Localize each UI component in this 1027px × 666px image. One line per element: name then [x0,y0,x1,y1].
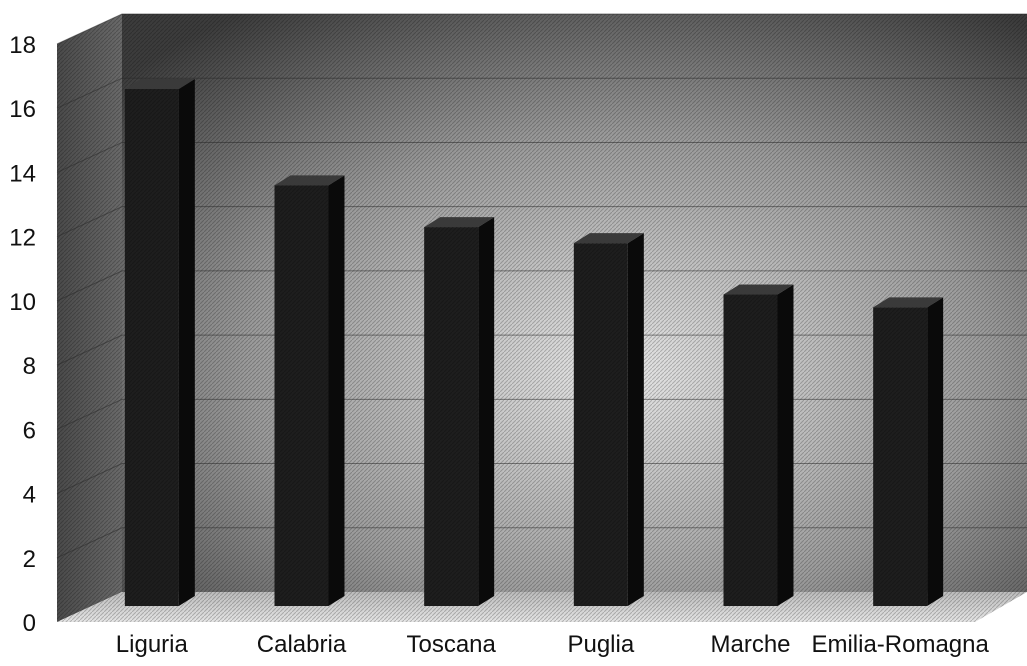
bar-front-texture [873,307,928,606]
y-tick-label: 16 [9,96,36,123]
y-tick-label: 0 [23,610,36,637]
y-tick-label: 6 [23,417,36,444]
bar-top [873,297,944,308]
y-tick-label: 12 [9,225,36,252]
gridline [56,77,1027,109]
bar-toscana [424,217,495,607]
bar-marche [723,284,794,606]
category-label: Emilia-Romagna [811,631,989,658]
bar-front-texture [274,185,329,606]
gridline [56,13,1027,45]
bar-front-texture [573,243,628,606]
y-tick-label: 10 [9,289,36,316]
y-tick-label: 14 [9,160,36,187]
bar-top [274,175,345,186]
y-axis-tick-labels: 0 2 4 6 8 10 12 14 16 18 [9,32,36,637]
bar-puglia [573,233,644,606]
bar-top [424,217,495,228]
category-label: Liguria [116,631,189,658]
bar-side [478,217,495,607]
bar-calabria [274,175,345,606]
x-axis-category-labels: Liguria Calabria Toscana Puglia Marche Emilia… [116,631,990,658]
bars [124,79,944,607]
bar-emilia-romagna [873,297,944,606]
bar-top [723,284,794,295]
gridline [56,206,1027,238]
bar-side [627,233,644,606]
y-tick-label: 18 [9,32,36,59]
side-wall-texture [57,14,122,622]
category-label: Puglia [567,631,634,658]
bar-side [178,79,195,606]
category-label: Calabria [257,631,347,658]
category-label: Toscana [406,631,496,658]
bar-side [777,284,794,606]
bar-side [328,175,345,606]
gridline [56,270,1027,302]
bar-front-texture [723,294,778,606]
y-tick-label: 2 [23,546,36,573]
y-tick-label: 4 [23,482,36,509]
category-label: Marche [710,631,790,658]
bar-top [573,233,644,244]
bar-liguria [124,79,195,606]
bar-front-texture [124,89,179,606]
bar-side [927,297,944,606]
gridline [56,141,1027,173]
bar-front-texture [424,227,479,607]
y-tick-label: 8 [23,353,36,380]
bar-top [124,79,195,90]
